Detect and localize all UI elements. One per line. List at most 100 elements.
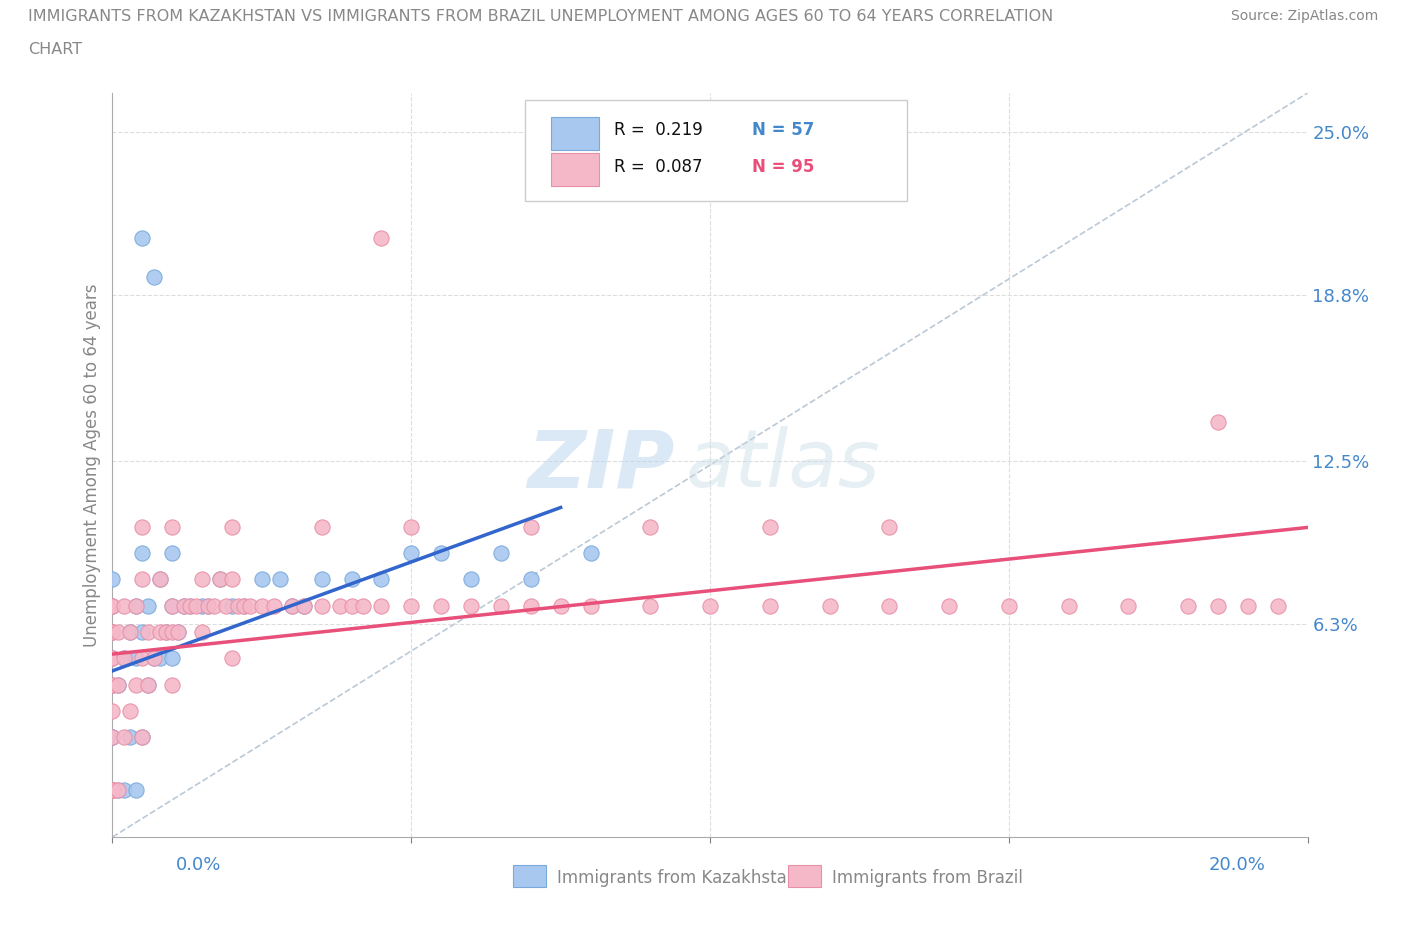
Point — [250, 572, 273, 587]
Point — [353, 598, 375, 613]
Point — [202, 598, 225, 613]
Point — [114, 651, 135, 666]
Point — [138, 598, 160, 613]
Point — [125, 651, 148, 666]
Point — [197, 598, 219, 613]
Point — [101, 782, 124, 797]
Point — [340, 572, 363, 587]
Point — [114, 651, 135, 666]
Point — [101, 782, 124, 797]
Point — [1057, 598, 1080, 613]
Point — [101, 651, 124, 666]
Point — [162, 519, 183, 534]
Point — [131, 230, 153, 245]
Point — [221, 572, 243, 587]
Point — [401, 519, 423, 534]
Y-axis label: Unemployment Among Ages 60 to 64 years: Unemployment Among Ages 60 to 64 years — [83, 284, 101, 646]
Point — [101, 598, 124, 613]
Text: ZIP: ZIP — [527, 426, 675, 504]
Text: Immigrants from Brazil: Immigrants from Brazil — [832, 869, 1022, 887]
Point — [131, 546, 153, 561]
Point — [107, 782, 129, 797]
Point — [938, 598, 960, 613]
Point — [311, 519, 333, 534]
Point — [879, 519, 901, 534]
Point — [101, 782, 124, 797]
Point — [233, 598, 256, 613]
Point — [401, 598, 423, 613]
Point — [101, 782, 124, 797]
Point — [125, 598, 148, 613]
FancyBboxPatch shape — [513, 865, 547, 887]
Point — [101, 625, 124, 640]
Point — [101, 651, 124, 666]
Point — [101, 782, 124, 797]
Point — [209, 572, 232, 587]
Point — [131, 572, 153, 587]
Point — [179, 598, 201, 613]
Point — [191, 572, 214, 587]
Point — [1237, 598, 1260, 613]
Point — [759, 519, 782, 534]
Point — [520, 572, 543, 587]
Point — [138, 625, 160, 640]
Point — [120, 730, 142, 745]
Point — [370, 230, 392, 245]
Point — [879, 598, 901, 613]
Point — [640, 598, 662, 613]
Point — [131, 651, 153, 666]
Point — [131, 519, 153, 534]
Point — [998, 598, 1021, 613]
Point — [101, 782, 124, 797]
Text: 0.0%: 0.0% — [176, 856, 221, 873]
Point — [292, 598, 315, 613]
Point — [101, 782, 124, 797]
Point — [1206, 414, 1229, 429]
Point — [149, 651, 172, 666]
Point — [143, 651, 166, 666]
Point — [120, 625, 142, 640]
Point — [131, 625, 153, 640]
Point — [101, 730, 124, 745]
FancyBboxPatch shape — [551, 117, 599, 151]
Point — [167, 625, 190, 640]
Point — [186, 598, 208, 613]
Point — [114, 730, 135, 745]
Point — [131, 730, 153, 745]
Point — [107, 677, 129, 692]
Point — [281, 598, 304, 613]
FancyBboxPatch shape — [787, 865, 821, 887]
Point — [101, 651, 124, 666]
Point — [125, 598, 148, 613]
Point — [162, 651, 183, 666]
Point — [173, 598, 195, 613]
Point — [579, 546, 602, 561]
Point — [489, 546, 512, 561]
Point — [221, 598, 243, 613]
Point — [107, 782, 129, 797]
Point — [209, 572, 232, 587]
Point — [155, 625, 177, 640]
Point — [101, 677, 124, 692]
Point — [460, 598, 482, 613]
Point — [101, 782, 124, 797]
Point — [269, 572, 291, 587]
Point — [226, 598, 249, 613]
Point — [101, 782, 124, 797]
Text: 20.0%: 20.0% — [1209, 856, 1265, 873]
Point — [292, 598, 315, 613]
FancyBboxPatch shape — [551, 153, 599, 186]
Point — [149, 572, 172, 587]
Text: N = 95: N = 95 — [752, 158, 814, 176]
Point — [311, 598, 333, 613]
Point — [120, 703, 142, 718]
Text: R =  0.087: R = 0.087 — [614, 158, 703, 176]
Text: N = 57: N = 57 — [752, 121, 814, 139]
Text: R =  0.219: R = 0.219 — [614, 121, 703, 139]
Point — [101, 782, 124, 797]
Point — [281, 598, 304, 613]
Point — [162, 625, 183, 640]
Point — [1177, 598, 1199, 613]
Point — [197, 598, 219, 613]
Point — [143, 651, 166, 666]
